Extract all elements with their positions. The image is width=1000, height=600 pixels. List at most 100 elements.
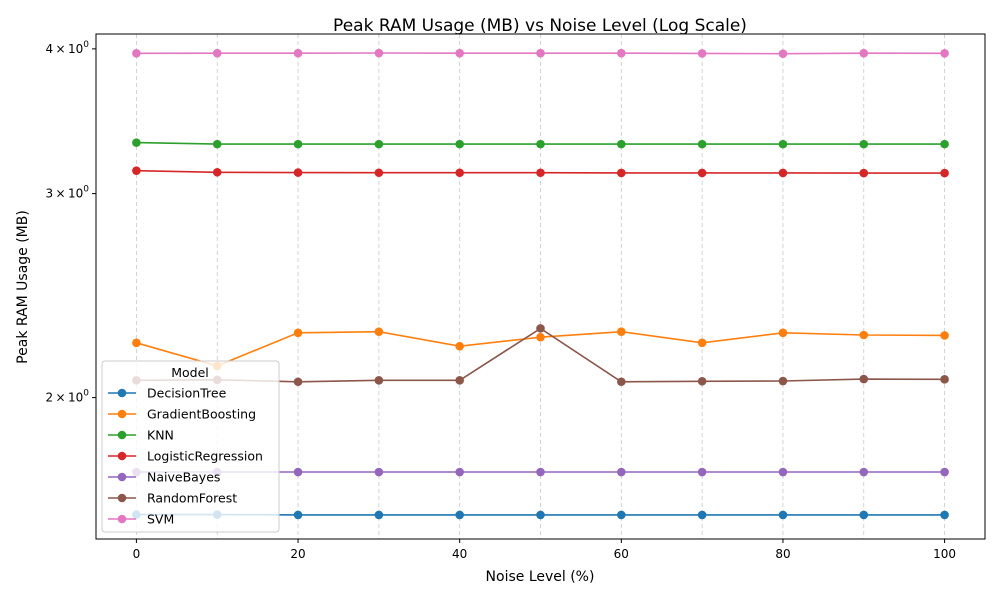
data-point — [293, 168, 303, 177]
data-point — [859, 139, 869, 149]
legend-label: RandomForest — [147, 491, 237, 506]
legend-swatch-marker — [117, 388, 127, 398]
legend-swatch-marker — [117, 514, 127, 524]
y-axis-label: Peak RAM Usage (MB) — [15, 210, 31, 364]
data-point — [617, 377, 626, 387]
data-point — [536, 168, 545, 178]
data-point — [859, 330, 869, 340]
data-point — [617, 510, 626, 520]
data-point — [455, 341, 464, 351]
legend-label: GradientBoosting — [147, 407, 256, 422]
data-point — [132, 138, 141, 147]
data-point — [697, 168, 707, 178]
plot-frame — [95, 33, 986, 540]
data-point — [859, 168, 869, 178]
data-point — [859, 48, 869, 58]
x-tick-label: 80 — [775, 547, 790, 561]
data-point — [940, 139, 949, 149]
data-point — [455, 139, 464, 149]
x-tick-label: 0 — [133, 547, 141, 561]
data-point — [697, 467, 707, 477]
data-point — [859, 374, 869, 384]
data-point — [374, 510, 384, 520]
data-point — [374, 168, 384, 178]
data-point — [536, 332, 545, 342]
data-point — [374, 467, 384, 477]
data-point — [940, 331, 949, 340]
data-point — [859, 467, 869, 477]
data-point — [536, 139, 545, 149]
data-point — [212, 48, 222, 58]
data-point — [697, 510, 707, 520]
data-point — [293, 139, 303, 149]
data-point — [374, 327, 384, 336]
x-tick-label: 20 — [290, 547, 305, 561]
legend-label: SVM — [147, 512, 174, 527]
legend-label: KNN — [147, 428, 174, 443]
data-point — [778, 328, 788, 338]
y-tick-label: 3 × 100 — [46, 185, 90, 201]
data-point — [293, 328, 303, 338]
data-point — [940, 467, 949, 477]
legend-swatch-marker — [117, 472, 127, 482]
x-tick-label: 60 — [614, 547, 629, 561]
data-point — [778, 510, 788, 520]
data-point — [940, 375, 949, 384]
legend-swatch-marker — [117, 430, 127, 440]
chart-title: Peak RAM Usage (MB) vs Noise Level (Log … — [333, 16, 747, 36]
data-point — [778, 139, 788, 149]
data-point — [697, 49, 707, 58]
legend-swatch-marker — [117, 451, 127, 461]
data-point — [617, 327, 626, 336]
legend-swatch-marker — [117, 409, 127, 419]
data-point — [778, 376, 788, 386]
data-point — [374, 139, 384, 149]
data-point — [778, 467, 788, 477]
data-point — [132, 48, 141, 58]
y-tick-label: 4 × 100 — [46, 40, 90, 56]
legend-label: DecisionTree — [147, 386, 227, 401]
data-point — [617, 139, 626, 149]
x-axis-label: Noise Level (%) — [486, 569, 595, 585]
data-point — [697, 338, 707, 348]
y-axis-ticks: 2 × 100 3 × 100 4 × 100 — [46, 40, 96, 405]
data-point — [940, 510, 949, 520]
data-point — [697, 139, 707, 149]
data-point — [212, 167, 222, 177]
data-point — [617, 467, 626, 477]
legend-box — [101, 360, 280, 533]
x-tick-label: 100 — [933, 547, 956, 561]
data-point — [293, 467, 303, 477]
data-point — [374, 48, 384, 58]
data-point — [293, 48, 303, 58]
data-point — [536, 510, 545, 520]
legend-label: NaiveBayes — [147, 470, 220, 485]
data-point — [293, 377, 303, 387]
data-point — [536, 48, 545, 58]
data-point — [617, 48, 626, 58]
gridlines — [136, 34, 945, 539]
data-point — [859, 510, 869, 520]
data-point — [778, 49, 788, 58]
data-point — [536, 467, 545, 477]
x-axis-ticks: 0 20 40 60 80 100 — [133, 539, 956, 561]
data-point — [132, 166, 141, 175]
data-point — [536, 324, 545, 333]
data-point — [212, 139, 222, 149]
x-tick-label: 40 — [452, 547, 467, 561]
data-point — [455, 467, 464, 477]
data-point — [617, 168, 626, 178]
data-point — [940, 48, 949, 58]
legend-label: LogisticRegression — [147, 449, 263, 464]
data-point — [455, 510, 464, 520]
data-point — [778, 168, 788, 178]
data-point — [455, 375, 464, 385]
data-point — [455, 48, 464, 58]
data-point — [293, 510, 303, 520]
data-point — [374, 375, 384, 385]
data-point — [455, 168, 464, 178]
data-point — [697, 376, 707, 386]
legend-swatch-marker — [117, 493, 127, 503]
data-point — [132, 338, 141, 348]
